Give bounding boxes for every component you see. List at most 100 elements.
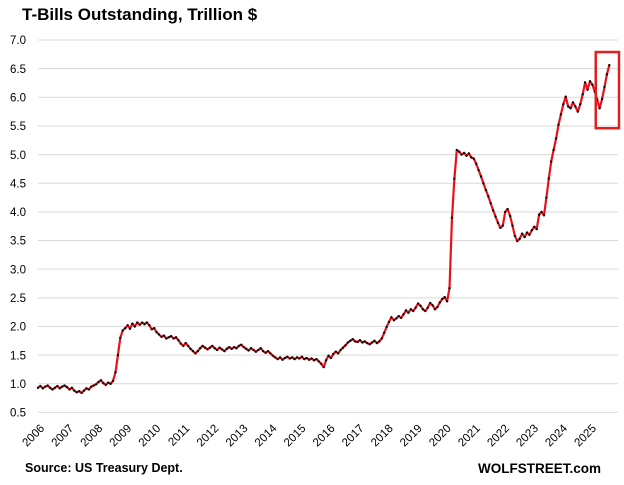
data-point xyxy=(169,335,173,338)
data-point xyxy=(124,327,127,330)
data-point xyxy=(56,384,59,388)
data-point xyxy=(368,343,371,346)
data-point xyxy=(177,339,180,342)
data-point xyxy=(436,305,439,309)
data-point xyxy=(150,328,153,331)
y-axis-label: 1.0 xyxy=(10,379,26,391)
data-point xyxy=(545,196,548,199)
data-point xyxy=(518,237,521,240)
data-point xyxy=(131,322,134,325)
data-point xyxy=(550,160,553,163)
data-point xyxy=(237,344,241,348)
x-axis-label: 2021 xyxy=(456,423,483,450)
data-point xyxy=(334,350,337,353)
data-point xyxy=(363,340,366,343)
data-point xyxy=(232,345,236,349)
data-point xyxy=(571,101,575,104)
data-point xyxy=(351,337,354,341)
data-point xyxy=(133,325,136,328)
data-point xyxy=(600,97,604,101)
y-axis-label: 6.5 xyxy=(10,64,26,76)
data-point xyxy=(63,384,66,387)
data-point xyxy=(462,151,466,155)
data-point xyxy=(375,341,379,345)
data-point xyxy=(499,226,502,230)
data-point xyxy=(73,389,76,392)
data-point xyxy=(424,309,427,313)
data-point xyxy=(511,224,514,227)
data-point xyxy=(530,229,534,232)
data-point xyxy=(116,353,120,357)
data-point xyxy=(366,341,369,345)
data-point xyxy=(215,348,219,352)
data-point xyxy=(303,357,306,361)
y-axis-label: 6.0 xyxy=(10,92,26,104)
data-point xyxy=(387,320,391,324)
y-axis-label: 3.0 xyxy=(10,264,26,276)
data-point xyxy=(278,356,282,359)
data-point xyxy=(407,311,410,314)
data-point xyxy=(317,360,320,363)
data-point xyxy=(504,210,507,214)
data-point xyxy=(344,344,347,347)
data-point xyxy=(249,347,253,350)
data-point xyxy=(349,339,352,342)
data-point xyxy=(259,347,262,350)
data-point xyxy=(247,349,250,352)
data-point xyxy=(605,73,609,76)
data-point xyxy=(107,381,110,384)
y-axis-label: 2.5 xyxy=(10,293,26,305)
data-point xyxy=(85,387,88,390)
data-point xyxy=(554,137,558,140)
data-point xyxy=(327,354,330,357)
x-axis-label: 2008 xyxy=(79,423,106,450)
data-point xyxy=(211,344,214,348)
data-point xyxy=(370,341,374,344)
data-point xyxy=(450,216,454,219)
data-point xyxy=(148,324,151,327)
data-point xyxy=(245,347,248,350)
data-point xyxy=(155,331,158,334)
data-point xyxy=(201,344,204,348)
x-axis-label: 2006 xyxy=(21,423,48,450)
data-point xyxy=(353,340,357,343)
data-point xyxy=(305,356,308,360)
data-point xyxy=(61,385,64,388)
x-axis-label: 2024 xyxy=(543,422,570,449)
data-point xyxy=(383,331,386,334)
data-point xyxy=(564,95,567,98)
data-point xyxy=(295,356,299,359)
data-point xyxy=(128,327,132,330)
x-axis-label: 2007 xyxy=(50,423,77,450)
data-point xyxy=(465,154,468,157)
x-axis-label: 2025 xyxy=(572,423,599,450)
data-point xyxy=(581,93,584,96)
data-point xyxy=(494,215,497,218)
data-point xyxy=(552,148,555,152)
data-point xyxy=(286,355,289,358)
data-point xyxy=(421,308,425,311)
data-point xyxy=(458,150,461,153)
data-point xyxy=(525,231,529,234)
data-point xyxy=(145,321,149,324)
y-axis-label: 4.0 xyxy=(10,207,26,219)
data-point xyxy=(143,323,146,326)
data-point xyxy=(441,297,444,301)
data-point xyxy=(179,342,182,345)
data-point xyxy=(467,152,471,155)
data-point xyxy=(603,85,606,89)
data-point xyxy=(542,214,546,217)
data-point xyxy=(291,356,294,359)
data-point xyxy=(361,341,364,344)
x-axis-label: 2023 xyxy=(514,423,541,450)
x-axis-label: 2017 xyxy=(340,423,367,450)
data-point xyxy=(416,302,420,305)
x-axis-label: 2009 xyxy=(108,423,135,450)
data-point xyxy=(307,358,311,361)
data-point xyxy=(121,329,124,332)
data-point xyxy=(225,347,228,350)
data-point xyxy=(46,384,49,387)
data-point xyxy=(358,339,362,342)
data-point xyxy=(276,357,279,361)
data-point xyxy=(433,308,437,311)
